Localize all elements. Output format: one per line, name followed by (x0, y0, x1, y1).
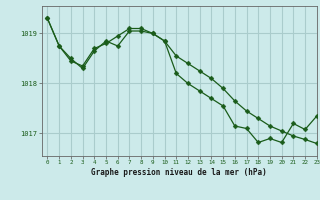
X-axis label: Graphe pression niveau de la mer (hPa): Graphe pression niveau de la mer (hPa) (91, 168, 267, 177)
